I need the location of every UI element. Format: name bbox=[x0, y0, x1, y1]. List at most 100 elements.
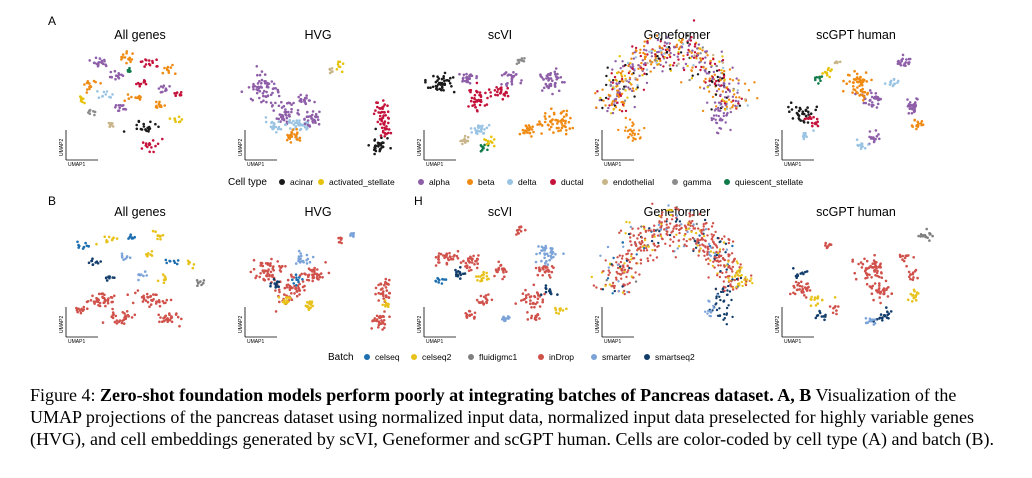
caption-label: Figure 4: bbox=[30, 385, 96, 405]
umap-point bbox=[258, 96, 261, 100]
umap-point bbox=[871, 284, 875, 288]
umap-point bbox=[299, 252, 303, 255]
umap-point bbox=[436, 75, 439, 78]
umap-point bbox=[252, 87, 255, 91]
umap-point bbox=[911, 293, 915, 297]
umap-point bbox=[804, 270, 807, 274]
umap-point bbox=[545, 84, 549, 88]
umap-point bbox=[606, 109, 609, 113]
umap-point bbox=[543, 256, 546, 260]
umap-point bbox=[352, 231, 356, 235]
legend-item-label: ductal bbox=[561, 177, 584, 187]
umap-point bbox=[465, 75, 469, 79]
umap-point bbox=[693, 51, 697, 54]
umap-point bbox=[735, 77, 738, 80]
umap-point bbox=[383, 103, 387, 106]
umap-point bbox=[476, 132, 479, 135]
umap-point bbox=[341, 62, 345, 65]
umap-point bbox=[607, 97, 610, 101]
umap-point bbox=[186, 259, 190, 263]
umap-point bbox=[476, 275, 480, 278]
umap-point bbox=[251, 85, 255, 88]
umap-point bbox=[620, 277, 623, 280]
umap-point bbox=[262, 99, 265, 102]
caption-bold-text: Zero-shot foundation models perform poor… bbox=[100, 385, 812, 405]
legend-swatch bbox=[644, 354, 650, 360]
umap-point bbox=[717, 106, 720, 110]
umap-point bbox=[134, 291, 137, 295]
umap-point bbox=[731, 275, 734, 279]
umap-point bbox=[624, 109, 628, 113]
umap-point bbox=[202, 281, 205, 285]
umap-point bbox=[879, 266, 882, 269]
umap-point bbox=[440, 88, 443, 92]
umap-point bbox=[298, 139, 302, 142]
umap-point bbox=[260, 78, 264, 82]
umap-point bbox=[814, 316, 818, 320]
umap-point bbox=[909, 292, 913, 296]
umap-point bbox=[712, 114, 716, 117]
umap-point bbox=[710, 233, 713, 236]
umap-point bbox=[249, 270, 253, 274]
umap-point bbox=[269, 282, 273, 285]
umap-point bbox=[470, 257, 473, 260]
umap-point bbox=[374, 109, 377, 112]
figure-caption: Figure 4: Zero-shot foundation models pe… bbox=[30, 384, 1005, 450]
umap-point bbox=[384, 305, 387, 308]
umap-point bbox=[156, 279, 160, 283]
umap-point bbox=[450, 85, 453, 88]
umap-point bbox=[547, 270, 550, 273]
umap-point bbox=[274, 310, 278, 313]
umap-point bbox=[560, 111, 563, 114]
umap-point bbox=[693, 239, 697, 243]
umap-point bbox=[627, 291, 631, 294]
umap-point bbox=[156, 65, 159, 68]
umap-point bbox=[83, 101, 86, 105]
umap-point bbox=[437, 277, 440, 281]
umap-point bbox=[96, 64, 100, 68]
umap-point bbox=[707, 248, 710, 251]
umap-point bbox=[536, 292, 540, 295]
umap-point bbox=[727, 260, 730, 263]
umap-point bbox=[743, 98, 747, 101]
umap-point bbox=[876, 102, 880, 106]
umap-point bbox=[725, 113, 729, 116]
umap-point bbox=[698, 244, 701, 247]
umap-point bbox=[528, 295, 532, 299]
umap-point bbox=[305, 94, 309, 97]
umap-point bbox=[663, 44, 666, 47]
umap-point bbox=[252, 267, 256, 271]
umap-point bbox=[816, 295, 820, 298]
umap-point bbox=[651, 235, 654, 239]
umap-point bbox=[721, 58, 725, 62]
umap-point bbox=[715, 131, 719, 134]
umap-point bbox=[826, 73, 829, 77]
umap-point bbox=[282, 104, 286, 108]
umap-point bbox=[660, 53, 663, 56]
umap-point bbox=[716, 75, 719, 79]
umap-point bbox=[388, 291, 392, 295]
umap-point bbox=[690, 51, 693, 54]
umap-point bbox=[721, 55, 724, 58]
umap-point bbox=[809, 304, 813, 308]
umap-point bbox=[660, 51, 663, 54]
umap-point bbox=[835, 312, 838, 316]
umap-y-axis-label: UMAP2 bbox=[59, 316, 65, 333]
umap-point bbox=[731, 315, 734, 319]
umap-point bbox=[719, 127, 723, 130]
umap-point bbox=[199, 280, 202, 283]
umap-point bbox=[643, 45, 646, 48]
umap-point bbox=[879, 97, 882, 101]
umap-point bbox=[855, 77, 858, 80]
umap-point bbox=[306, 123, 310, 127]
umap-point bbox=[380, 319, 383, 322]
umap-point bbox=[803, 286, 807, 289]
umap-point bbox=[91, 263, 95, 267]
umap-point bbox=[639, 262, 643, 265]
umap-point bbox=[336, 63, 340, 66]
umap-point bbox=[863, 96, 866, 99]
umap-point bbox=[175, 91, 179, 94]
umap-point bbox=[691, 74, 694, 77]
umap-point bbox=[174, 120, 177, 123]
